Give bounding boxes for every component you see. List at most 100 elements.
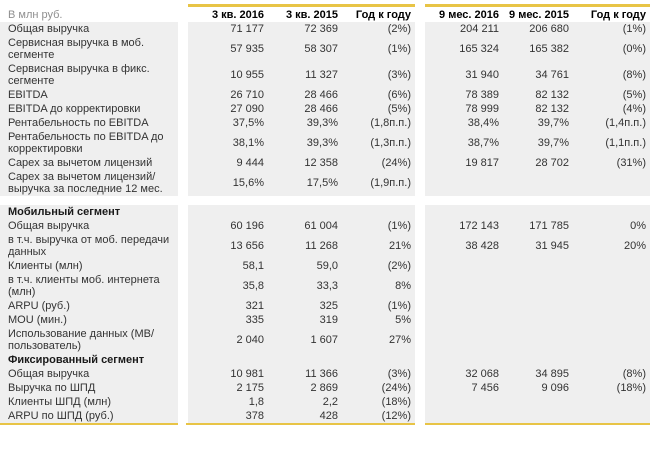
col-header-q3-2015: 3 кв. 2015 (268, 7, 342, 22)
table-row: Клиенты (млн) 58,1 59,0 (2%) (0, 259, 654, 273)
value-cell: 20% (573, 233, 650, 259)
column-gutter (415, 205, 425, 219)
row-label: Сервисная выручка в фикс. сегменте (0, 62, 178, 88)
table-body: Общая выручка 71 177 72 369 (2%) 204 211 206 … (0, 22, 654, 423)
value-cell: 39,3% (268, 116, 342, 130)
value-cell: (3%) (342, 367, 415, 381)
value-cell: 34 895 (503, 367, 573, 381)
col-header-yoy-quarter: Год к году (342, 7, 415, 22)
column-gutter (415, 102, 425, 116)
value-cell (425, 353, 503, 367)
value-cell: 335 (188, 313, 268, 327)
value-cell (188, 205, 268, 219)
value-cell: 71 177 (188, 22, 268, 36)
value-cell: 2 869 (268, 381, 342, 395)
column-gutter (178, 205, 188, 219)
value-cell: (5%) (342, 102, 415, 116)
column-gutter (415, 273, 425, 299)
table-row: ARPU по ШПД (руб.) 378 428 (12%) (0, 409, 654, 423)
col-header-yoy-9m: Год к году (573, 7, 650, 22)
column-gutter (415, 156, 425, 170)
value-cell (425, 170, 503, 196)
value-cell: 206 680 (503, 22, 573, 36)
value-cell (425, 259, 503, 273)
value-cell (503, 205, 573, 219)
value-cell: 7 456 (425, 381, 503, 395)
table-row: Клиенты ШПД (млн) 1,8 2,2 (18%) (0, 395, 654, 409)
value-cell: 34 761 (503, 62, 573, 88)
row-label: EBITDA (0, 88, 178, 102)
value-cell: (8%) (573, 62, 650, 88)
value-cell: 27% (342, 327, 415, 353)
value-cell (425, 205, 503, 219)
row-label: Capex за вычетом лицензий (0, 156, 178, 170)
column-gutter (178, 156, 188, 170)
column-gutter (415, 36, 425, 62)
column-gutter (415, 88, 425, 102)
table-row: Capex за вычетом лицензий 9 444 12 358 (24%… (0, 156, 654, 170)
value-cell: (2%) (342, 259, 415, 273)
value-cell: 57 935 (188, 36, 268, 62)
bottom-line-gap (178, 423, 186, 425)
top-line-quarter-block (188, 4, 415, 7)
table-row: EBITDA до корректировки 27 090 28 466 (5%) 7… (0, 102, 654, 116)
value-cell (425, 313, 503, 327)
value-cell (573, 353, 650, 367)
spacer-row (0, 196, 654, 205)
value-cell: 9 444 (188, 156, 268, 170)
value-cell (425, 327, 503, 353)
value-cell: 39,7% (503, 130, 573, 156)
value-cell: 8% (342, 273, 415, 299)
row-label: Рентабельность по EBITDA (0, 116, 178, 130)
column-gutter (178, 130, 188, 156)
column-gutter (178, 116, 188, 130)
table-row: Рентабельность по EBITDA 37,5% 39,3% (1,8п.… (0, 116, 654, 130)
value-cell (503, 395, 573, 409)
column-gutter (178, 22, 188, 36)
value-cell: 165 324 (425, 36, 503, 62)
column-gutter (415, 395, 425, 409)
value-cell (573, 299, 650, 313)
table-row: Сервисная выручка в фикс. сегменте 10 955… (0, 62, 654, 88)
row-label: Клиенты ШПД (млн) (0, 395, 178, 409)
value-cell (503, 353, 573, 367)
value-cell: (18%) (573, 381, 650, 395)
accent-bottom-line (0, 423, 654, 425)
value-cell (503, 170, 573, 196)
value-cell: 378 (188, 409, 268, 423)
value-cell: 10 981 (188, 367, 268, 381)
value-cell: (0%) (573, 36, 650, 62)
value-cell (573, 409, 650, 423)
column-gutter (178, 170, 188, 196)
value-cell (573, 327, 650, 353)
bottom-line-gap (415, 423, 425, 425)
top-line-ninemonth-block (425, 4, 650, 7)
column-gutter (178, 233, 188, 259)
column-gutter (415, 170, 425, 196)
value-cell: 38,4% (425, 116, 503, 130)
table-row: Capex за вычетом лицензий/выручка за пос… (0, 170, 654, 196)
value-cell: 1,8 (188, 395, 268, 409)
value-cell: 27 090 (188, 102, 268, 116)
row-label: ARPU по ШПД (руб.) (0, 409, 178, 423)
row-label: Общая выручка (0, 22, 178, 36)
table-row: Общая выручка 60 196 61 004 (1%) 172 143 171 … (0, 219, 654, 233)
table-row: Сервисная выручка в моб. сегменте 57 935 5… (0, 36, 654, 62)
value-cell: 60 196 (188, 219, 268, 233)
value-cell: 38 428 (425, 233, 503, 259)
value-cell: 204 211 (425, 22, 503, 36)
value-cell (503, 259, 573, 273)
value-cell: (2%) (342, 22, 415, 36)
column-gutter (178, 367, 188, 381)
column-gutter (415, 367, 425, 381)
value-cell: 78 389 (425, 88, 503, 102)
value-cell: (6%) (342, 88, 415, 102)
column-gutter (415, 299, 425, 313)
column-gutter (178, 259, 188, 273)
value-cell: 13 656 (188, 233, 268, 259)
value-cell: (24%) (342, 156, 415, 170)
value-cell (573, 313, 650, 327)
table-row: EBITDA 26 710 28 466 (6%) 78 389 82 132 (5%) (0, 88, 654, 102)
value-cell: 171 785 (503, 219, 573, 233)
